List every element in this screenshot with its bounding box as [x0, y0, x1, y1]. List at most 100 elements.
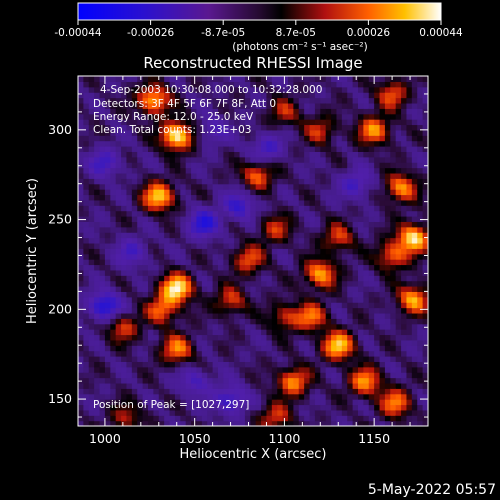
heatmap-cell — [368, 366, 375, 373]
heatmap-cell — [266, 167, 273, 174]
heatmap-cell — [142, 226, 149, 233]
heatmap-cell — [83, 415, 90, 422]
heatmap-cell — [78, 312, 84, 319]
heatmap-cell — [379, 366, 386, 373]
heatmap-cell — [212, 189, 219, 196]
heatmap-cell — [164, 329, 171, 336]
heatmap-cell — [266, 172, 273, 179]
heatmap-cell — [196, 388, 203, 395]
heatmap-cell — [417, 226, 424, 233]
heatmap-cell — [212, 210, 219, 217]
heatmap-cell — [255, 221, 262, 228]
heatmap-cell — [180, 178, 187, 185]
heatmap-cell — [363, 76, 370, 82]
heatmap-cell — [158, 189, 165, 196]
heatmap-cell — [228, 102, 235, 109]
heatmap-cell — [314, 135, 321, 142]
heatmap-cell — [137, 194, 144, 201]
heatmap-cell — [395, 232, 402, 239]
heatmap-cell — [417, 382, 424, 389]
heatmap-cell — [196, 102, 203, 109]
heatmap-cell — [271, 399, 278, 406]
heatmap-cell — [314, 259, 321, 266]
heatmap-cell — [411, 323, 418, 330]
heatmap-cell — [148, 216, 154, 222]
heatmap-cell — [422, 356, 428, 362]
heatmap-cell — [422, 312, 428, 319]
heatmap-cell — [169, 420, 176, 426]
heatmap-cell — [314, 307, 321, 314]
heatmap-cell — [239, 146, 246, 152]
heatmap-cell — [137, 259, 144, 266]
heatmap-cell — [78, 135, 84, 142]
heatmap-cell — [158, 151, 165, 158]
heatmap-cell — [223, 205, 230, 212]
heatmap-cell — [288, 199, 294, 206]
heatmap-cell — [115, 372, 122, 379]
heatmap-cell — [358, 129, 364, 136]
heatmap-cell — [314, 372, 321, 379]
heatmap-cell — [282, 151, 289, 158]
heatmap-cell — [174, 420, 181, 426]
heatmap-cell — [94, 172, 101, 179]
heatmap-cell — [325, 232, 332, 239]
heatmap-cell — [368, 124, 375, 131]
heatmap-cell — [395, 242, 402, 249]
heatmap-cell — [390, 259, 397, 266]
heatmap-cell — [384, 372, 391, 379]
heatmap-cell — [395, 286, 402, 292]
heatmap-cell — [223, 307, 230, 314]
heatmap-cell — [331, 156, 338, 163]
heatmap-cell — [406, 259, 413, 266]
heatmap-cell — [411, 135, 418, 142]
heatmap-cell — [298, 81, 305, 88]
heatmap-cell — [110, 237, 117, 244]
heatmap-cell — [255, 97, 262, 104]
heatmap-cell — [320, 210, 327, 217]
heatmap-cell — [228, 156, 235, 163]
heatmap-cell — [395, 102, 402, 109]
heatmap-cell — [336, 237, 343, 244]
heatmap-cell — [94, 377, 101, 384]
heatmap-cell — [223, 259, 230, 266]
heatmap-cell — [126, 248, 133, 255]
heatmap-cell — [169, 162, 176, 169]
heatmap-cell — [115, 264, 122, 271]
heatmap-cell — [142, 329, 149, 336]
heatmap-cell — [94, 253, 101, 260]
heatmap-cell — [374, 323, 381, 330]
heatmap-cell — [131, 183, 138, 190]
heatmap-cell — [234, 146, 241, 152]
heatmap-cell — [164, 172, 171, 179]
heatmap-cell — [228, 108, 235, 115]
heatmap-cell — [212, 393, 219, 400]
heatmap-cell — [250, 415, 257, 422]
heatmap-cell — [142, 199, 149, 206]
heatmap-cell — [121, 404, 128, 411]
heatmap-cell — [174, 102, 181, 109]
heatmap-cell — [180, 167, 187, 174]
heatmap-cell — [169, 194, 176, 201]
heatmap-cell — [261, 259, 268, 266]
colorbar-tick-label: 8.7e-05 — [276, 27, 316, 39]
heatmap-cell — [185, 86, 192, 93]
heatmap-cell — [250, 409, 257, 416]
heatmap-cell — [277, 194, 284, 201]
heatmap-cell — [320, 242, 327, 249]
heatmap-cell — [277, 420, 284, 426]
heatmap-cell — [411, 199, 418, 206]
heatmap-cell — [304, 356, 311, 362]
heatmap-cell — [417, 302, 424, 309]
heatmap-cell — [234, 76, 241, 82]
heatmap-cell — [137, 345, 144, 352]
heatmap-cell — [282, 366, 289, 373]
heatmap-cell — [271, 280, 278, 287]
heatmap-cell — [228, 323, 235, 330]
heatmap-cell — [406, 399, 413, 406]
heatmap-cell — [288, 312, 294, 319]
heatmap-cell — [201, 302, 208, 309]
heatmap-cell — [314, 162, 321, 169]
heatmap-cell — [374, 162, 381, 169]
heatmap-cell — [218, 194, 224, 201]
heatmap-cell — [277, 409, 284, 416]
